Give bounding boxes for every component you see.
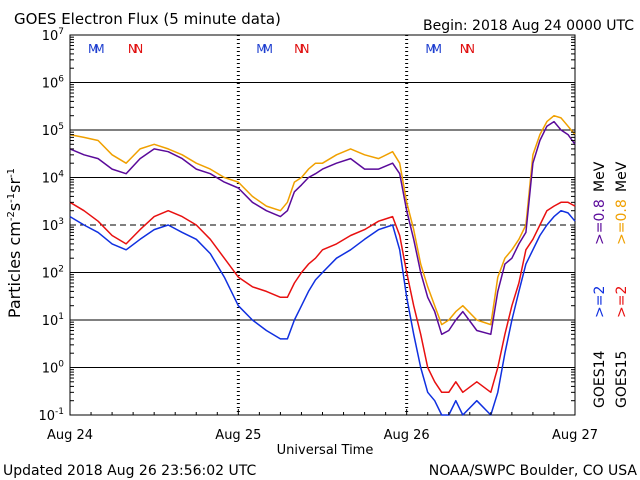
marker-n: N	[466, 42, 475, 56]
y-tick-base: 10	[42, 29, 59, 44]
y-tick-exp: 0	[58, 360, 64, 370]
credit-line: NOAA/SWPC Boulder, CO USA	[429, 463, 638, 479]
x-tick-label: Aug 27	[552, 428, 598, 443]
marker-n: N	[134, 42, 143, 56]
y-tick-exp: -1	[55, 407, 64, 417]
x-tick-label: Aug 26	[384, 428, 430, 443]
y-tick-exp: 6	[58, 75, 64, 85]
marker-m: M	[432, 42, 442, 56]
legend-ge08-goes15: >=0.8	[614, 199, 630, 245]
marker-m: M	[94, 42, 104, 56]
legend-goes14: GOES14	[592, 350, 608, 408]
y-tick-base: 10	[42, 124, 59, 139]
y-tick-label: 107	[42, 27, 64, 44]
x-tick-label: Aug 25	[215, 428, 261, 443]
y-tick-exp: 1	[58, 312, 64, 322]
marker-m: M	[263, 42, 273, 56]
marker-m: M	[88, 42, 98, 56]
x-tick-labels: Aug 24 Aug 25 Aug 26 Aug 27	[47, 409, 598, 443]
marker-m: M	[256, 42, 266, 56]
series-line-0	[69, 114, 576, 326]
y-tick-label: 101	[42, 312, 64, 329]
flux-series	[69, 114, 576, 416]
legend-unit-goes15: MeV	[614, 161, 630, 192]
y-axis-label: Particles cm-2s-1sr-1	[5, 168, 24, 318]
y-tick-base: 10	[42, 362, 59, 377]
y-label-exp-2: -1	[6, 193, 17, 203]
legend-ge2-goes14: >=2	[592, 286, 608, 318]
x-tick-label: Aug 24	[47, 428, 93, 443]
x-axis-label: Universal Time	[277, 443, 374, 458]
legend-goes15: GOES15	[614, 351, 630, 408]
legend-ge08-goes14: >=0.8	[592, 199, 608, 245]
y-tick-label: 103	[42, 217, 64, 234]
series-line-1	[69, 120, 576, 336]
marker-n: N	[294, 42, 303, 56]
y-tick-exp: 3	[58, 217, 64, 227]
y-tick-exp: 2	[58, 265, 64, 275]
y-tick-base: 10	[42, 219, 59, 234]
y-tick-base: 10	[42, 77, 59, 92]
y-label-part-3: sr	[5, 178, 24, 193]
y-tick-base: 10	[42, 267, 59, 282]
day-separators	[236, 35, 409, 415]
y-tick-label: 102	[42, 265, 64, 282]
marker-n: N	[300, 42, 309, 56]
marker-m: M	[425, 42, 435, 56]
y-tick-label: 106	[42, 75, 65, 92]
y-label-exp-3: -1	[6, 168, 17, 178]
y-tick-label: 100	[42, 360, 65, 377]
series-line-3	[69, 209, 576, 416]
y-tick-label: 105	[42, 122, 64, 139]
updated-timestamp: Updated 2018 Aug 26 23:56:02 UTC	[3, 463, 256, 479]
y-tick-exp: 7	[58, 27, 64, 37]
y-tick-label: 104	[42, 170, 65, 187]
legend-ge2-goes15: >=2	[614, 286, 630, 318]
y-tick-exp: 4	[58, 170, 64, 180]
series-line-2	[69, 201, 576, 394]
marker-n: N	[460, 42, 469, 56]
y-tick-base: 10	[42, 314, 59, 329]
y-tick-base: 10	[38, 409, 55, 424]
y-tick-base: 10	[42, 172, 59, 187]
begin-date: Begin: 2018 Aug 24 0000 UTC	[423, 18, 634, 34]
y-label-part-2: s	[5, 203, 24, 211]
marker-n: N	[128, 42, 137, 56]
y-label-exp-1: -2	[6, 211, 17, 221]
legend-unit-goes14: MeV	[592, 161, 608, 192]
y-label-part-1: Particles cm	[5, 221, 24, 318]
y-tick-exp: 5	[58, 122, 64, 132]
y-tick-label: 10-1	[38, 407, 64, 424]
chart-title: GOES Electron Flux (5 minute data)	[14, 10, 281, 28]
